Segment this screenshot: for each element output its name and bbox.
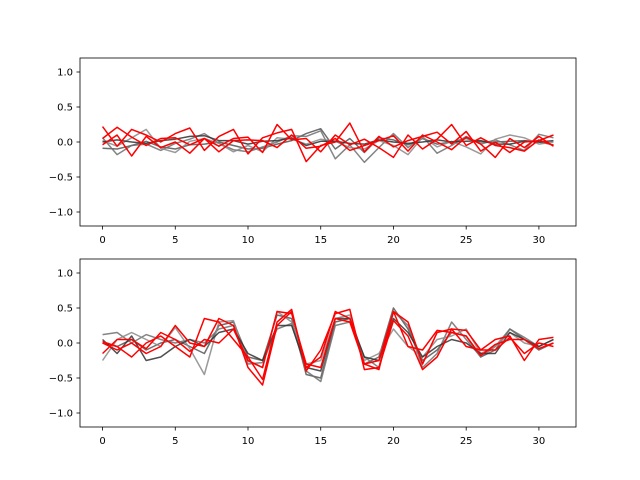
y-tick-label: −1.0 xyxy=(49,208,73,219)
x-tick-label: 15 xyxy=(314,436,327,447)
y-tick-label: 0.5 xyxy=(57,103,73,114)
top-subplot: 0 5 10 15 20 25 30 1.0 0.5 0.0 −0.5 −1.0 xyxy=(49,57,577,246)
x-tick-label: 30 xyxy=(533,436,546,447)
series-group xyxy=(101,307,554,386)
y-tick-label: −0.5 xyxy=(49,374,73,385)
series-line-7 xyxy=(102,134,554,159)
x-tick-label: 20 xyxy=(387,235,400,246)
series-line-6 xyxy=(102,308,554,381)
bottom-subplot: 0 5 10 15 20 25 30 1.0 0.5 0.0 −0.5 −1.0 xyxy=(49,258,577,447)
y-tick-label: −0.5 xyxy=(49,173,73,184)
y-tick-label: 1.0 xyxy=(57,269,73,280)
x-tick-label: 20 xyxy=(387,436,400,447)
series-line-7 xyxy=(102,310,554,371)
y-tick-label: −1.0 xyxy=(49,409,73,420)
x-tick-label: 0 xyxy=(99,436,105,447)
x-tick-label: 25 xyxy=(460,235,473,246)
y-tick-label: 0.0 xyxy=(57,339,73,350)
x-tick-label: 0 xyxy=(99,235,105,246)
x-tick-label: 5 xyxy=(172,436,178,447)
y-tick-label: 0.0 xyxy=(57,138,73,149)
y-tick-label: 1.0 xyxy=(57,68,73,79)
x-tick-label: 15 xyxy=(314,235,327,246)
series-line-5 xyxy=(102,310,554,386)
series-line-6 xyxy=(102,123,554,159)
x-tick-label: 5 xyxy=(172,235,178,246)
series-group xyxy=(101,122,554,164)
series-line-3 xyxy=(102,128,554,156)
x-tick-label: 10 xyxy=(242,235,255,246)
x-tick-label: 30 xyxy=(533,235,546,246)
x-tick-label: 10 xyxy=(242,436,255,447)
y-tick-label: 0.5 xyxy=(57,304,73,315)
x-tick-label: 25 xyxy=(460,436,473,447)
